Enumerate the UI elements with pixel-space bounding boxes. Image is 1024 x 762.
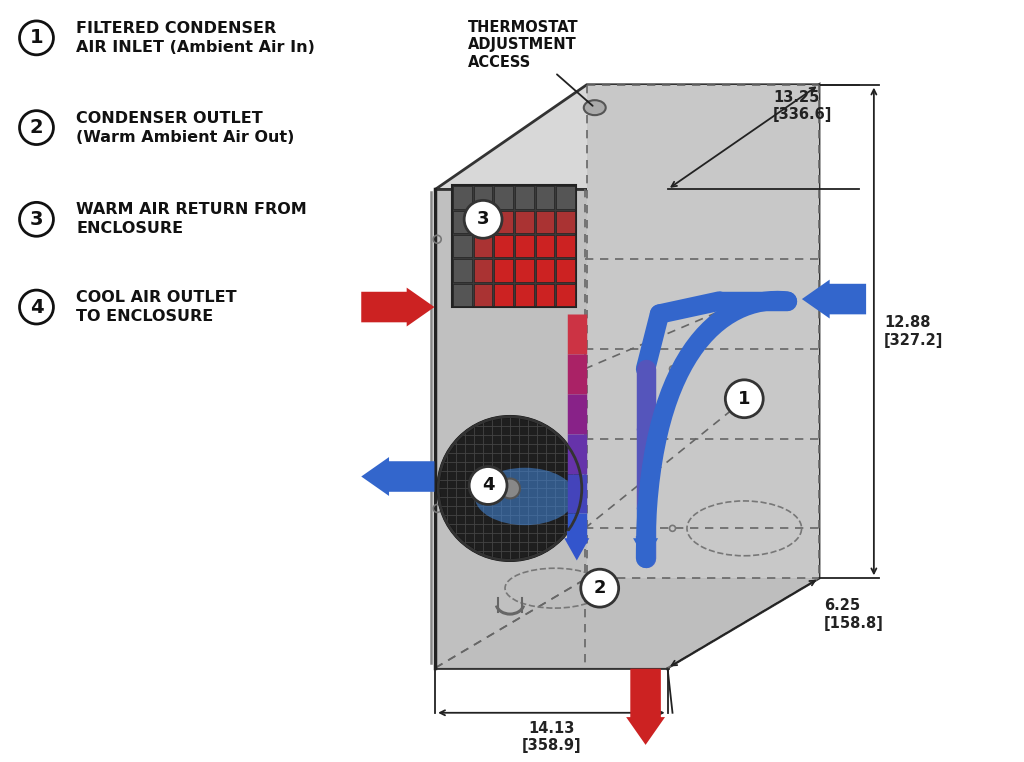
- Polygon shape: [587, 85, 819, 578]
- Circle shape: [725, 379, 763, 418]
- Bar: [453, 185, 575, 307]
- Bar: [515, 187, 534, 209]
- Bar: [454, 235, 472, 258]
- Text: 13.25
[336.6]: 13.25 [336.6]: [773, 90, 833, 122]
- Bar: [536, 259, 554, 282]
- Bar: [515, 235, 534, 258]
- Text: WARM AIR RETURN FROM
ENCLOSURE: WARM AIR RETURN FROM ENCLOSURE: [77, 202, 307, 236]
- Text: 12.88
[327.2]: 12.88 [327.2]: [884, 315, 943, 347]
- Circle shape: [500, 479, 520, 498]
- Bar: [495, 187, 513, 209]
- Text: FILTERED CONDENSER
AIR INLET (Ambient Air In): FILTERED CONDENSER AIR INLET (Ambient Ai…: [77, 21, 315, 55]
- Text: CONDENSER OUTLET
(Warm Ambient Air Out): CONDENSER OUTLET (Warm Ambient Air Out): [77, 110, 295, 145]
- Bar: [536, 187, 554, 209]
- Polygon shape: [435, 85, 819, 190]
- Bar: [536, 283, 554, 306]
- Bar: [556, 211, 574, 233]
- Bar: [454, 211, 472, 233]
- Text: 6.25
[158.8]: 6.25 [158.8]: [824, 598, 884, 630]
- Bar: [454, 259, 472, 282]
- Bar: [495, 211, 513, 233]
- Text: THERMOSTAT
ADJUSTMENT
ACCESS: THERMOSTAT ADJUSTMENT ACCESS: [468, 20, 593, 106]
- Text: 14.13
[358.9]: 14.13 [358.9]: [521, 721, 582, 753]
- Bar: [474, 283, 493, 306]
- Polygon shape: [668, 85, 819, 668]
- Text: 2: 2: [30, 118, 43, 137]
- Circle shape: [581, 569, 618, 607]
- Bar: [495, 259, 513, 282]
- Text: 3: 3: [30, 210, 43, 229]
- Bar: [474, 235, 493, 258]
- Bar: [556, 283, 574, 306]
- Polygon shape: [435, 190, 668, 668]
- Text: 1: 1: [738, 389, 751, 408]
- Text: 2: 2: [594, 579, 606, 597]
- Bar: [536, 211, 554, 233]
- Circle shape: [464, 200, 502, 239]
- Bar: [556, 235, 574, 258]
- Ellipse shape: [475, 468, 575, 525]
- Bar: [454, 187, 472, 209]
- Text: 4: 4: [482, 476, 495, 495]
- Bar: [495, 235, 513, 258]
- Bar: [454, 283, 472, 306]
- Bar: [515, 259, 534, 282]
- Bar: [474, 211, 493, 233]
- Bar: [536, 235, 554, 258]
- Text: 4: 4: [30, 297, 43, 316]
- Bar: [474, 259, 493, 282]
- Text: COOL AIR OUTLET
TO ENCLOSURE: COOL AIR OUTLET TO ENCLOSURE: [77, 290, 237, 324]
- Circle shape: [469, 466, 507, 504]
- Text: 3: 3: [477, 210, 489, 229]
- Polygon shape: [435, 578, 819, 668]
- Ellipse shape: [584, 100, 606, 115]
- Bar: [556, 259, 574, 282]
- Circle shape: [438, 417, 582, 560]
- Bar: [515, 211, 534, 233]
- Bar: [495, 283, 513, 306]
- Text: 1: 1: [30, 28, 43, 47]
- Bar: [474, 187, 493, 209]
- Bar: [556, 187, 574, 209]
- Bar: [515, 283, 534, 306]
